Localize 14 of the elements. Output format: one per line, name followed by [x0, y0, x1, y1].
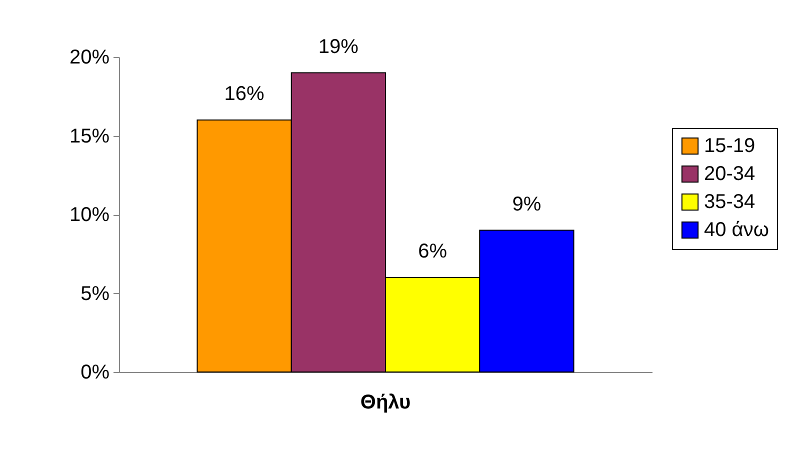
y-tick-label: 5%	[80, 282, 110, 305]
y-tick-label: 10%	[69, 204, 110, 226]
y-tick-label: 15%	[69, 125, 110, 148]
data-label: 9%	[512, 193, 542, 216]
data-label: 19%	[318, 36, 359, 58]
legend-label: 20-34	[704, 163, 756, 185]
data-label: 6%	[418, 240, 448, 262]
y-tick-label: 0%	[80, 362, 110, 384]
legend-label: 40 άνω	[704, 219, 769, 241]
data-label: 16%	[224, 83, 265, 105]
legend-label: 35-34	[704, 191, 756, 213]
y-tick-label: 20%	[69, 46, 110, 68]
legend-label: 15-19	[704, 135, 756, 157]
x-tick-label: Θήλυ	[360, 392, 411, 414]
